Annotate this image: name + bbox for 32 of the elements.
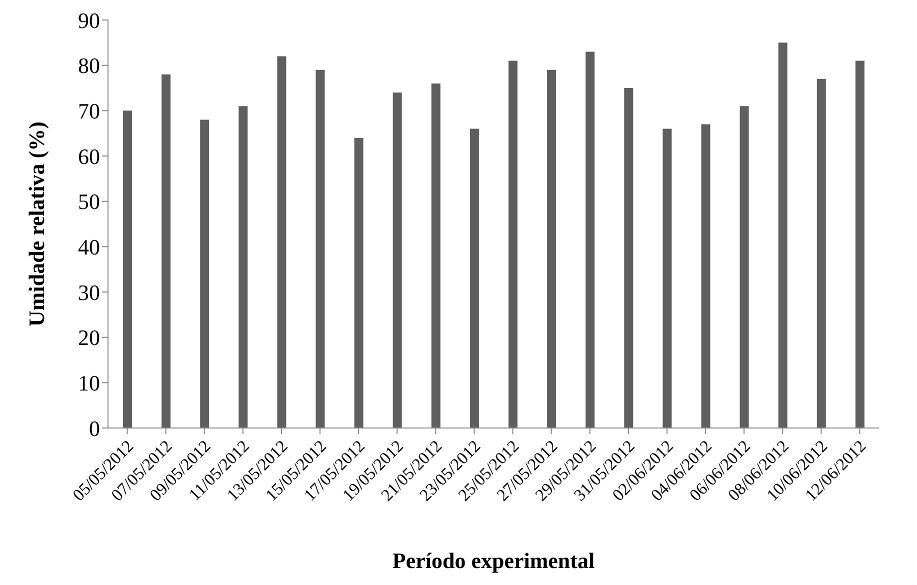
y-tick-label: 10 (78, 370, 100, 396)
bar (431, 83, 440, 428)
bar (277, 56, 286, 428)
bar (470, 128, 479, 428)
bar (316, 70, 325, 428)
y-tick-label: 70 (78, 98, 100, 124)
y-tick-label: 50 (78, 189, 100, 214)
y-tick-label: 20 (78, 325, 100, 350)
bar (123, 110, 132, 428)
y-tick-label: 40 (78, 234, 100, 260)
bar (547, 70, 556, 428)
bar (624, 88, 634, 428)
x-axis-title: Período experimental (392, 548, 595, 573)
bar (855, 60, 864, 428)
bar (354, 138, 364, 428)
bar (778, 42, 788, 428)
bar (586, 52, 595, 428)
bar (816, 78, 826, 428)
y-tick-label: 0 (89, 416, 100, 441)
y-tick-label: 60 (78, 144, 100, 169)
bar (662, 128, 672, 428)
y-tick-label: 30 (78, 280, 100, 305)
y-axis-title: Umidade relativa (%) (24, 122, 49, 326)
bar (238, 106, 248, 428)
y-tick-label: 80 (78, 53, 100, 78)
bar (508, 60, 518, 428)
bar (740, 106, 749, 428)
y-tick-label: 90 (78, 8, 100, 33)
bar (701, 124, 710, 428)
bar (392, 92, 402, 428)
bar (162, 74, 171, 428)
bar (200, 120, 210, 428)
